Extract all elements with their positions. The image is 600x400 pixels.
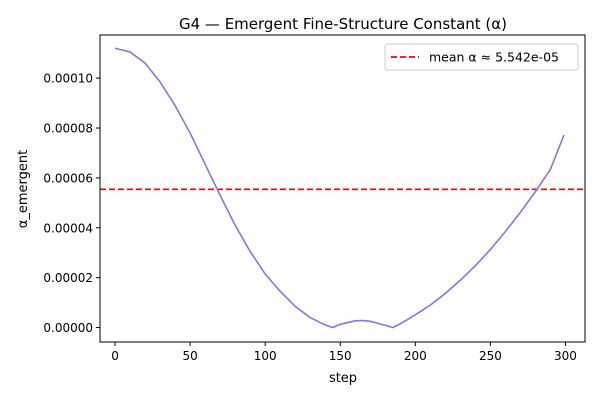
alpha-series-line [114, 47, 565, 329]
axes-frame [99, 34, 586, 343]
y-tick-label: 0.00010 [43, 72, 93, 86]
x-tick-label: 150 [329, 349, 352, 363]
x-tick-label: 0 [111, 349, 119, 363]
x-axis: 0 50 100 150 200 250 300 [111, 342, 577, 363]
y-tick-label: 0.00004 [43, 221, 93, 235]
y-axis-label: α_emergent [16, 150, 31, 228]
y-tick-label: 0.00000 [43, 321, 93, 335]
x-axis-label: step [329, 371, 357, 386]
series-layer [114, 47, 565, 329]
x-tick-label: 100 [254, 349, 277, 363]
y-tick-label: 0.00006 [43, 171, 93, 185]
x-tick-label: 250 [479, 349, 502, 363]
chart-title: G4 — Emergent Fine-Structure Constant (α… [179, 15, 507, 33]
legend-label-mean: mean α ≈ 5.542e-05 [429, 50, 559, 65]
y-tick-label: 0.00008 [43, 122, 93, 136]
legend: mean α ≈ 5.542e-05 [384, 43, 579, 71]
x-tick-label: 50 [182, 349, 197, 363]
x-tick-label: 300 [554, 349, 577, 363]
plot-area [99, 34, 586, 343]
x-tick-label: 200 [404, 349, 427, 363]
y-axis: 0.00000 0.00002 0.00004 0.00006 0.00008 0.000… [43, 72, 100, 335]
y-tick-label: 0.00002 [43, 271, 93, 285]
legend-box [384, 43, 579, 71]
